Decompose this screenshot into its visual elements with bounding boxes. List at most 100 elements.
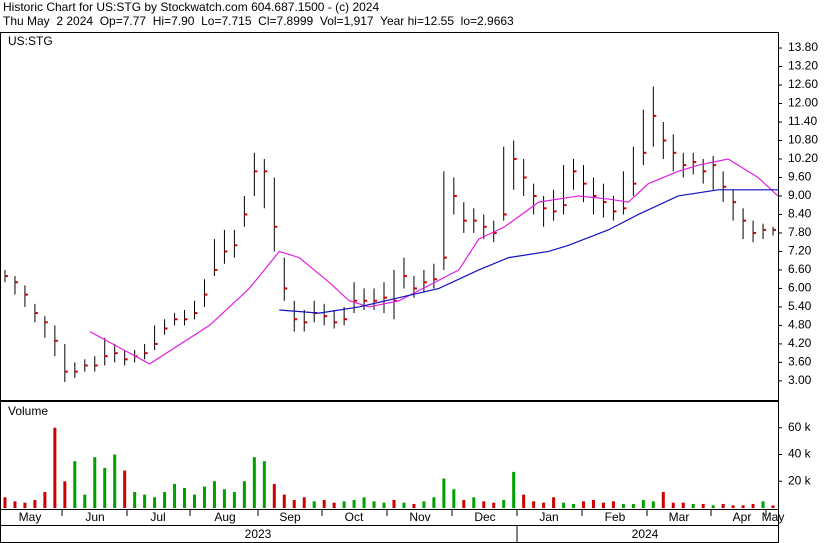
x-tick-label: Jul [150,510,165,524]
volume-bar [402,502,406,508]
y-tick-label: 9.00 [788,188,812,202]
x-tick-label: Jan [539,510,558,524]
volume-bar [721,503,725,508]
price-panel [0,32,779,401]
x-tick-label: Feb [605,510,626,524]
y-tick-label: 3.00 [788,373,812,387]
volume-bar [582,501,585,508]
y-tick-label: 13.20 [788,59,818,73]
volume-bar [562,502,566,508]
volume-bar [641,499,645,508]
volume-bar [163,491,167,508]
volume-bar [731,505,735,508]
volume-bar [552,497,556,508]
volume-bar [492,502,496,508]
volume-bar [262,461,266,508]
volume-bar [232,491,236,508]
volume-bar [362,497,366,508]
volume-bar [312,501,316,508]
y-tick-label: 3.60 [788,355,812,369]
volume-bar [462,499,466,508]
volume-bar [272,483,276,508]
volume-bar [392,499,396,508]
volume-bar [33,499,37,508]
volume-bar [183,487,187,508]
volume-bar [412,503,416,508]
chart-title: Historic Chart for US:STG by Stockwatch.… [3,0,379,14]
volume-bar [601,502,605,508]
volume-bar [83,494,87,508]
volume-bar [53,427,57,508]
year-label: 2024 [632,527,659,541]
x-tick-label: May [19,510,42,524]
volume-bar [113,454,117,508]
x-tick-label: Aug [214,510,235,524]
volume-bar [442,478,446,508]
volume-bar [671,502,675,508]
volume-bar [472,497,476,508]
volume-bar [651,501,655,508]
volume-bar [63,481,67,508]
y-tick-label: 5.40 [788,299,812,313]
volume-bar [133,491,137,508]
volume-bar [691,503,695,508]
volume-bar [352,499,356,508]
volume-bar [43,491,47,508]
volume-bar [342,501,346,508]
volume-bar [661,491,665,508]
volume-bar [372,501,376,508]
y-tick-label: 6.60 [788,262,812,276]
y-tick-label: 7.20 [788,244,812,258]
volume-bar [3,497,7,508]
volume-bar [532,501,536,508]
volume-bar [591,499,595,508]
volume-bar [332,502,336,508]
volume-bar [23,502,27,508]
volume-bar [322,499,326,508]
y-tick-label: 13.80 [788,40,818,54]
volume-bar [482,501,486,508]
volume-bar [202,486,206,508]
volume-bar [153,497,157,508]
volume-bar [502,499,506,508]
volume-bar [522,494,526,508]
volume-bar [252,457,256,508]
x-tick-label: Apr [733,510,752,524]
y-tick-label: 12.60 [788,77,818,91]
x-tick-label: May [762,510,785,524]
volume-bar [611,501,615,508]
volume-bar [302,497,306,508]
volume-bar [432,497,436,508]
volume-bar [621,503,625,508]
x-tick-label: Oct [345,510,364,524]
chart-subtitle: Thu May 2 2024 Op=7.77 Hi=7.90 Lo=7.715 … [3,14,514,28]
x-tick-label: Nov [409,510,430,524]
y-tick-label: 9.60 [788,170,812,184]
volume-bar [143,494,147,508]
volume-bar [422,501,426,508]
volume-bar [93,457,97,508]
y-tick-label: 11.40 [788,114,817,128]
x-tick-label: Jun [85,510,104,524]
year-label: 2023 [245,527,272,541]
volume-bar [711,505,715,508]
y-tick-label: 4.80 [788,318,812,332]
volume-bar [631,503,635,508]
volume-bar [103,467,107,508]
x-tick-label: Sep [279,510,301,524]
volume-bar [741,505,745,508]
volume-bar [13,501,17,508]
y-tick-label: 60 k [788,420,812,434]
volume-bar [212,481,216,508]
volume-bar [123,470,127,508]
volume-bar [222,489,226,508]
year-axis [0,525,779,543]
volume-label: Volume [8,404,48,418]
volume-bar [382,502,386,508]
volume-bar [542,502,546,508]
y-tick-label: 7.80 [788,225,812,239]
y-tick-label: 20 k [788,473,812,487]
volume-bar [751,503,755,508]
volume-bar [292,499,296,508]
y-tick-label: 12.00 [788,96,818,110]
